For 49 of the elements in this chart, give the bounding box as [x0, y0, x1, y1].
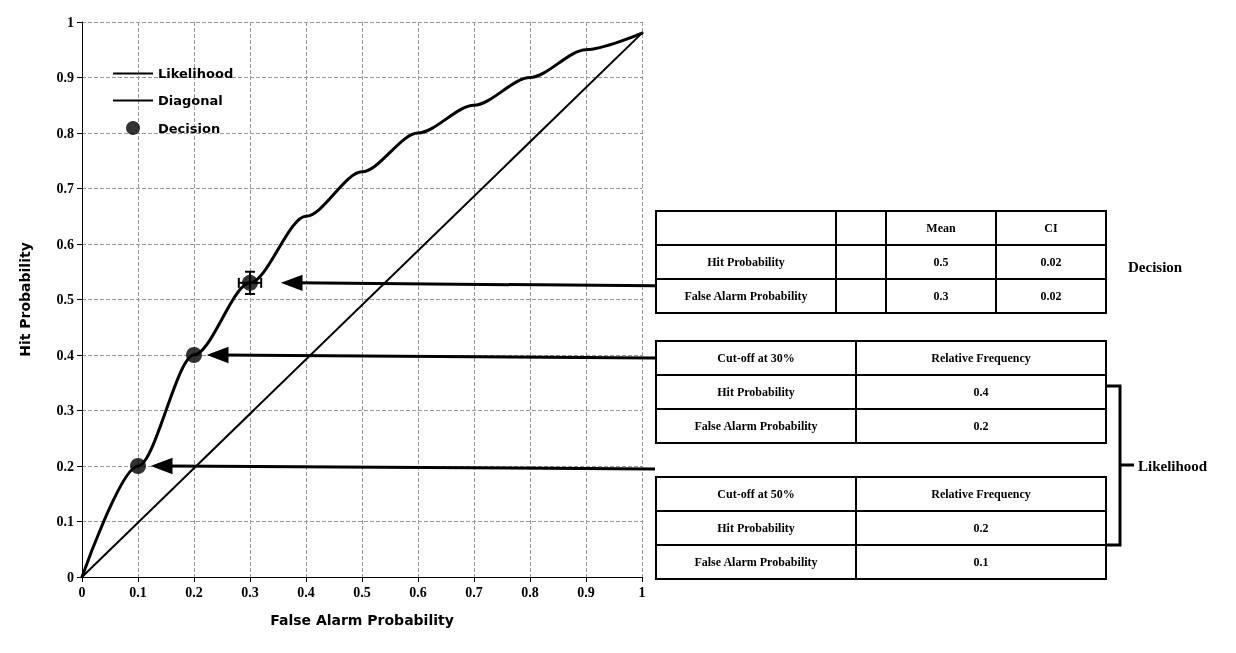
text: Cut-off at 30% — [656, 341, 856, 375]
y-tick-label: 0 — [67, 569, 74, 585]
y-tick-label: 0.5 — [56, 292, 74, 307]
x-tick-label: 0.6 — [409, 584, 427, 600]
y-tick-label: 0.4 — [56, 347, 74, 363]
text: Likelihood — [1138, 458, 1208, 475]
x-tick-label: 0.5 — [353, 584, 371, 600]
text: Relative Frequency — [856, 477, 1106, 511]
text: Cut-off at 50% — [656, 477, 856, 511]
y-tick-label: 0.8 — [56, 125, 74, 141]
y-tick-label: 0.9 — [56, 70, 74, 85]
text: Hit Probability — [656, 245, 836, 279]
text: 0.4 — [856, 375, 1106, 409]
text: 0.2 — [856, 511, 1106, 545]
x-tick-label: 0.2 — [185, 584, 203, 600]
text: False Alarm Probability — [656, 409, 856, 443]
x-tick-label: 0.8 — [521, 584, 539, 600]
text: 0.5 — [886, 245, 996, 279]
text: CI — [996, 211, 1106, 245]
text: Hit Probability — [656, 511, 856, 545]
text: Mean — [886, 211, 996, 245]
text: 0.2 — [856, 409, 1106, 443]
text: 0.02 — [996, 245, 1106, 279]
y-tick-label: 0.1 — [56, 514, 74, 529]
legend-label: Diagonal — [158, 93, 223, 108]
y-tick-label: 0.2 — [56, 458, 74, 474]
y-tick-label: 0.7 — [56, 181, 74, 196]
text: False Alarm Probability — [656, 545, 856, 579]
x-tick-label: 0.1 — [129, 584, 147, 600]
y-tick-label: 1 — [67, 14, 74, 30]
x-tick-label: 0.4 — [297, 584, 315, 600]
x-tick-label: 0 — [78, 584, 86, 600]
x-tick-label: 0.3 — [241, 584, 259, 600]
text: 0.3 — [886, 279, 996, 313]
text: Decision — [1128, 259, 1183, 276]
text: Hit Probability — [656, 375, 856, 409]
x-axis-title: False Alarm Probability — [270, 612, 454, 628]
x-tick-label: 0.7 — [465, 584, 483, 600]
y-tick-label: 0.3 — [56, 403, 74, 418]
legend-label: Likelihood — [158, 66, 234, 81]
text: 0.02 — [996, 279, 1106, 313]
text: Relative Frequency — [856, 341, 1106, 375]
y-axis-title: Hit Probability — [17, 242, 33, 357]
legend-label: Decision — [158, 120, 221, 136]
x-tick-label: 1 — [638, 584, 646, 600]
text: False Alarm Probability — [656, 279, 836, 313]
x-tick-label: 0.9 — [577, 584, 595, 600]
text: 0.1 — [856, 545, 1106, 579]
y-tick-label: 0.6 — [56, 236, 74, 252]
